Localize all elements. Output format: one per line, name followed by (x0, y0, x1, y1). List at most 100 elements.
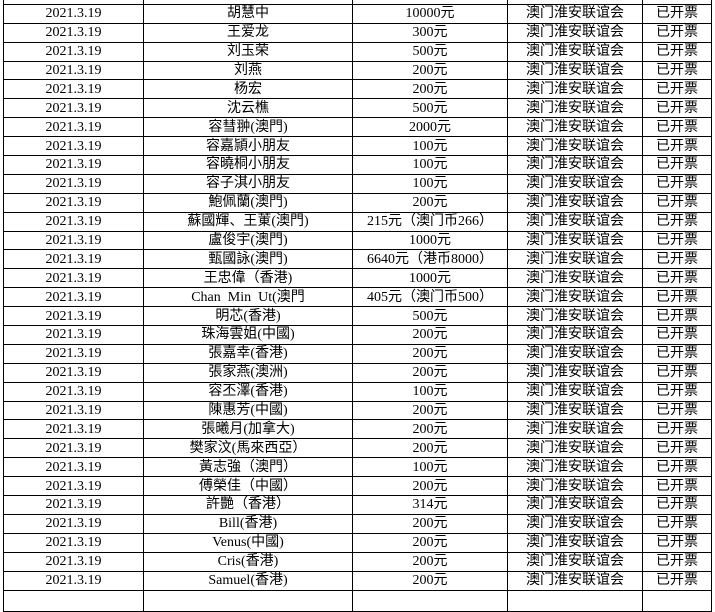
cell-donor-name: 張曦月(加拿大) (143, 419, 353, 440)
cell-amount: 100元 (352, 136, 508, 157)
cell-status: 已开票 (642, 476, 712, 497)
cell-organization: 澳门淮安联谊会 (507, 495, 643, 515)
cell-date: 2021.3.19 (3, 400, 144, 421)
cell-organization: 澳门淮安联谊会 (507, 570, 643, 591)
table-row: 2021.3.19 黃志強（澳門） 100元 澳门淮安联谊会 已开票 (3, 457, 712, 478)
cell-amount: 200元 (352, 362, 508, 383)
cell-amount: 200元 (352, 325, 508, 345)
cell-status: 已开票 (642, 136, 712, 157)
cell-amount: 10000元 (352, 3, 508, 24)
cell-status: 已开票 (642, 400, 712, 421)
cell-date: 2021.3.19 (3, 22, 144, 43)
table-row: 2021.3.19 容子淇小朋友 100元 澳门淮安联谊会 已开票 (3, 173, 712, 194)
table-row: 2021.3.19 許艷（香港） 314元 澳门淮安联谊会 已开票 (3, 495, 712, 515)
table-row: 2021.3.19 刘玉荣 500元 澳门淮安联谊会 已开票 (3, 41, 712, 62)
table-row: 2021.3.19 Bill(香港) 200元 澳门淮安联谊会 已开票 (3, 513, 712, 534)
cell-status: 已开票 (642, 362, 712, 383)
cell-donor-name: Bill(香港) (143, 513, 353, 534)
cell-donor-name: 珠海雲姐(中國) (143, 325, 353, 345)
cell-status: 已开票 (642, 41, 712, 62)
cell-amount: 500元 (352, 98, 508, 119)
cell-organization: 澳门淮安联谊会 (507, 306, 643, 327)
table-row: 2021.3.19 王忠偉（香港) 1000元 澳门淮安联谊会 已开票 (3, 268, 712, 289)
cell-date: 2021.3.19 (3, 381, 144, 402)
cell-amount: 500元 (352, 41, 508, 62)
cell-date: 2021.3.19 (3, 495, 144, 515)
cell-status: 已开票 (642, 457, 712, 478)
cell-date: 2021.3.19 (3, 419, 144, 440)
table-row: 2021.3.19 杨宏 200元 澳门淮安联谊会 已开票 (3, 79, 712, 100)
table-body: 澳门淮安联谊会 已开票 2021.3.19 胡慧中 10000元 澳门淮安联谊会… (3, 0, 712, 612)
cell-status: 已开票 (642, 249, 712, 270)
cell-donor-name: 容嘉頴小朋友 (143, 136, 353, 157)
cell-donor-name: 張家燕(澳洲) (143, 362, 353, 383)
cell-donor-name: 陳惠芳(中國) (143, 400, 353, 421)
cell-amount: 6640元（港币8000） (352, 249, 508, 270)
cell-organization: 澳门淮安联谊会 (507, 343, 643, 364)
cell-date: 2021.3.19 (3, 155, 144, 175)
table-row: 2021.3.19 張家燕(澳洲) 200元 澳门淮安联谊会 已开票 (3, 362, 712, 383)
cell-donor-name: 許艷（香港） (143, 495, 353, 515)
cell-amount: 200元 (352, 400, 508, 421)
cell-donor-name: 甄國詠(澳門) (143, 249, 353, 270)
cell-amount: 405元（澳门币500） (352, 287, 508, 308)
table-row: 2021.3.19 容丕澤(香港) 100元 澳门淮安联谊会 已开票 (3, 381, 712, 402)
cell-organization: 澳门淮安联谊会 (507, 268, 643, 289)
cell-organization: 澳门淮安联谊会 (507, 513, 643, 534)
cell-organization: 澳门淮安联谊会 (507, 381, 643, 402)
cell-organization: 澳门淮安联谊会 (507, 230, 643, 251)
cell-organization: 澳门淮安联谊会 (507, 173, 643, 194)
cell-amount: 200元 (352, 476, 508, 497)
table-row: 2021.3.19 張嘉幸(香港) 200元 澳门淮安联谊会 已开票 (3, 343, 712, 364)
donation-table: 澳门淮安联谊会 已开票 2021.3.19 胡慧中 10000元 澳门淮安联谊会… (3, 0, 712, 612)
cell-amount: 200元 (352, 192, 508, 213)
cell-organization: 澳门淮安联谊会 (507, 457, 643, 478)
cell-organization: 澳门淮安联谊会 (507, 60, 643, 81)
cell-status: 已开票 (642, 79, 712, 100)
table-row: 2021.3.19 容曉桐小朋友 100元 澳门淮安联谊会 已开票 (3, 155, 712, 175)
cell-donor-name: 王爱龙 (143, 22, 353, 43)
cell-organization: 澳门淮安联谊会 (507, 438, 643, 459)
cell-status: 已开票 (642, 192, 712, 213)
cell-amount: 200元 (352, 513, 508, 534)
cell-date: 2021.3.19 (3, 60, 144, 81)
table-row: 2021.3.19 Cris(香港) 200元 澳门淮安联谊会 已开票 (3, 551, 712, 572)
cell-donor-name: 傅榮佳（中國） (143, 476, 353, 497)
table-row: 2021.3.19 沈云樵 500元 澳门淮安联谊会 已开票 (3, 98, 712, 119)
cell-status: 已开票 (642, 155, 712, 175)
cell-donor-name (143, 589, 353, 612)
cell-date: 2021.3.19 (3, 98, 144, 119)
cell-amount: 200元 (352, 60, 508, 81)
cell-status (642, 589, 712, 612)
table-row: 2021.3.19 Samuel(香港) 200元 澳门淮安联谊会 已开票 (3, 570, 712, 591)
cell-amount: 1000元 (352, 230, 508, 251)
cell-date: 2021.3.19 (3, 362, 144, 383)
cell-date: 2021.3.19 (3, 79, 144, 100)
cell-donor-name: 容曉桐小朋友 (143, 155, 353, 175)
cell-donor-name: 王忠偉（香港) (143, 268, 353, 289)
cell-amount: 300元 (352, 22, 508, 43)
cell-amount: 2000元 (352, 117, 508, 138)
cell-status: 已开票 (642, 173, 712, 194)
cell-donor-name: 明芯(香港) (143, 306, 353, 327)
cell-status: 已开票 (642, 22, 712, 43)
cell-organization: 澳门淮安联谊会 (507, 532, 643, 553)
cell-status: 已开票 (642, 551, 712, 572)
cell-date: 2021.3.19 (3, 249, 144, 270)
cell-status: 已开票 (642, 60, 712, 81)
cell-date: 2021.3.19 (3, 173, 144, 194)
cell-amount: 314元 (352, 495, 508, 515)
cell-amount: 1000元 (352, 268, 508, 289)
cell-organization: 澳门淮安联谊会 (507, 98, 643, 119)
cell-date: 2021.3.19 (3, 136, 144, 157)
cell-date: 2021.3.19 (3, 268, 144, 289)
cell-donor-name: 胡慧中 (143, 3, 353, 24)
cell-donor-name: Venus(中國) (143, 532, 353, 553)
cell-donor-name: Samuel(香港) (143, 570, 353, 591)
table-row: 2021.3.19 蘇國輝、王菄(澳門) 215元（澳门币266） 澳门淮安联谊… (3, 211, 712, 232)
cell-donor-name: Cris(香港) (143, 551, 353, 572)
cell-organization: 澳门淮安联谊会 (507, 79, 643, 100)
cell-date: 2021.3.19 (3, 457, 144, 478)
cell-amount: 100元 (352, 457, 508, 478)
cell-amount (352, 589, 508, 612)
